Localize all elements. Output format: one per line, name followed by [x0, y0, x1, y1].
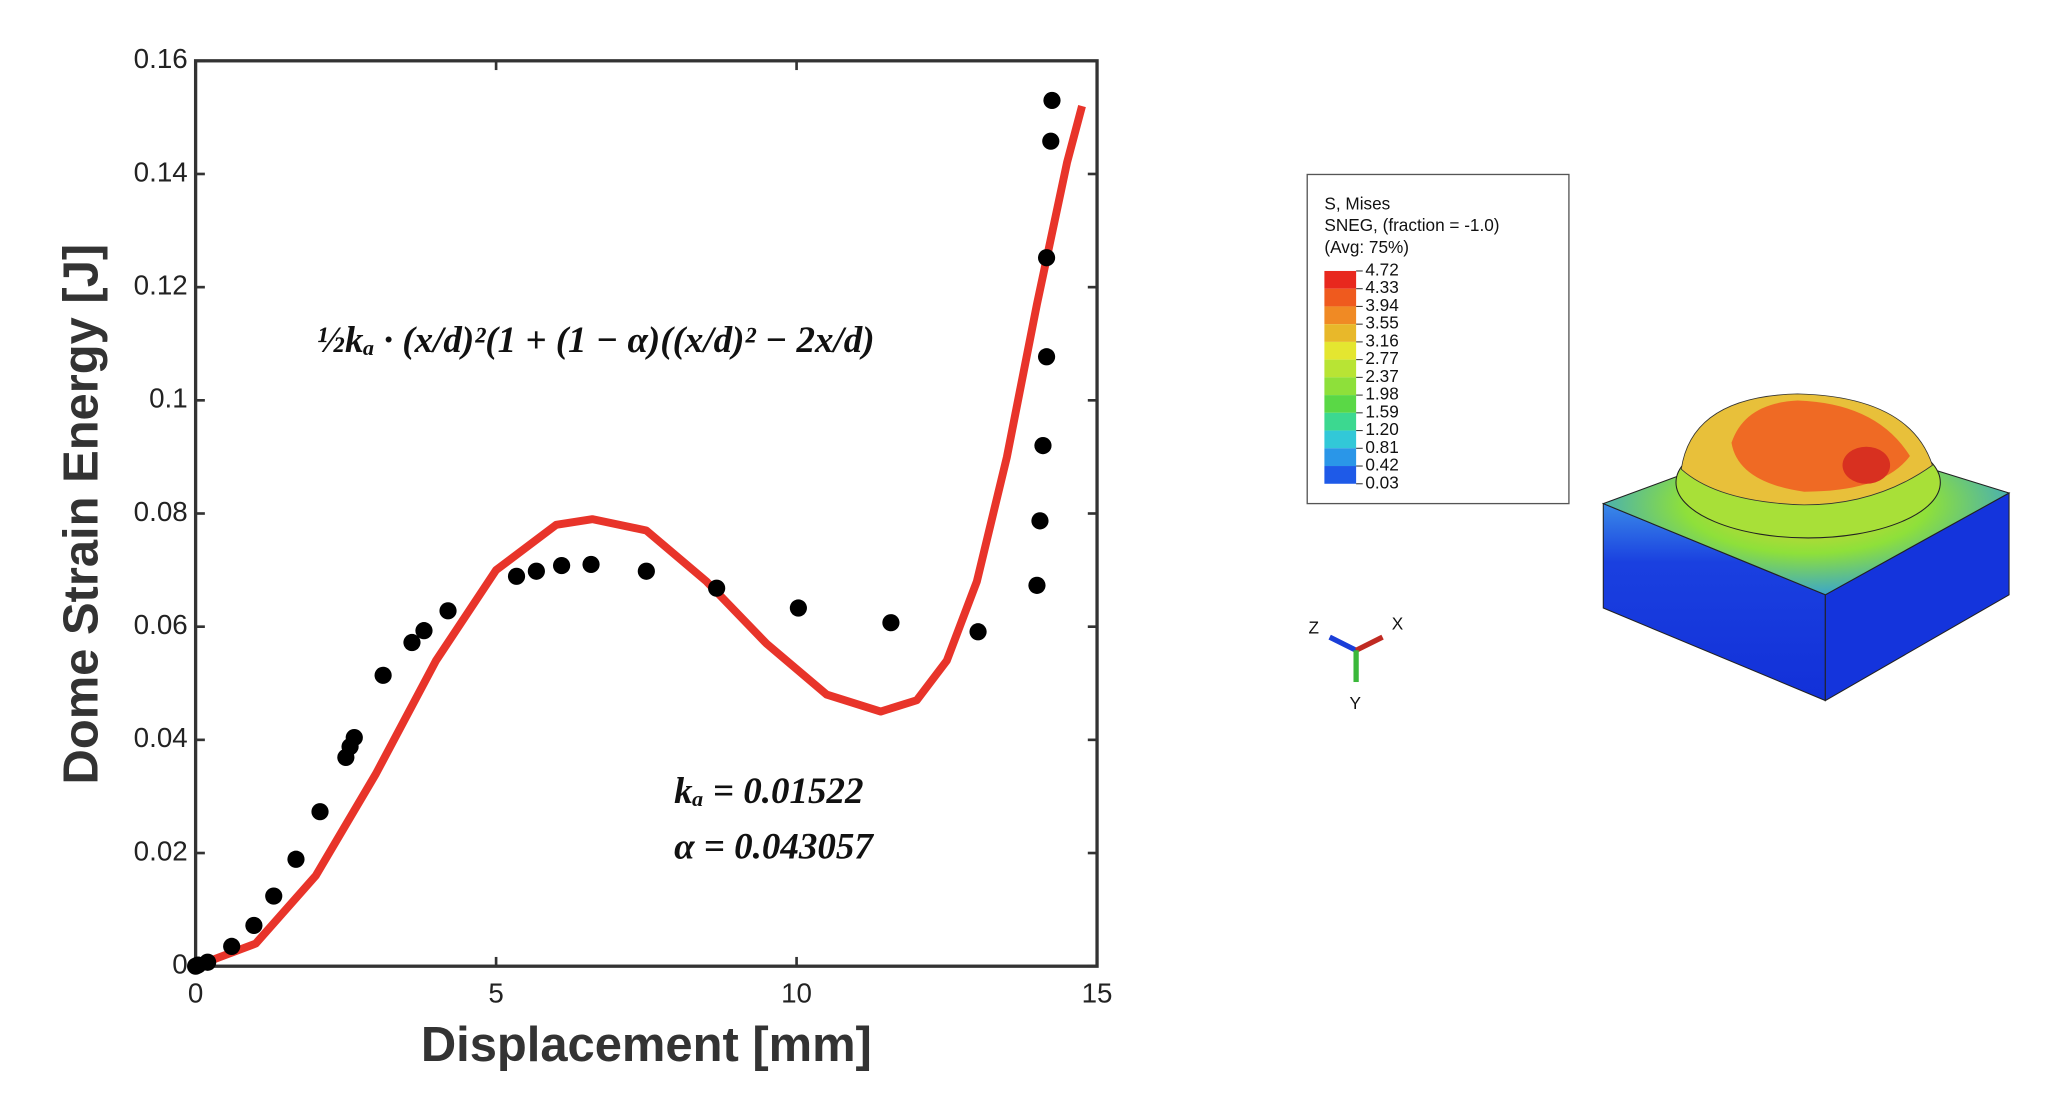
- legend-swatch: [1324, 306, 1357, 325]
- y-tick-label: 0.02: [134, 835, 188, 866]
- data-point: [287, 850, 305, 868]
- legend-title: SNEG, (fraction = -1.0): [1324, 215, 1499, 235]
- legend-swatch: [1324, 288, 1357, 307]
- kb-value: kₐ = 0.01522: [674, 771, 863, 812]
- x-axis-label: Displacement [mm]: [421, 1018, 872, 1072]
- data-point: [1031, 512, 1049, 530]
- data-point: [374, 666, 392, 684]
- data-point: [789, 599, 807, 617]
- data-point: [403, 633, 421, 652]
- legend-label: 3.55: [1365, 313, 1398, 333]
- data-point: [527, 562, 545, 580]
- data-point: [1037, 249, 1056, 267]
- y-tick-label: 0.12: [134, 269, 188, 300]
- data-point: [1028, 576, 1046, 594]
- legend-swatch: [1324, 359, 1357, 378]
- legend-swatch: [1324, 448, 1357, 467]
- legend-label: 2.37: [1365, 366, 1398, 386]
- legend-label: 3.94: [1365, 295, 1399, 315]
- data-point: [1043, 91, 1061, 110]
- legend-swatch: [1324, 270, 1357, 289]
- y-tick-label: 0.16: [134, 43, 188, 74]
- y-axis-label: Dome Strain Energy [J]: [55, 244, 109, 785]
- legend-title: S, Mises: [1324, 193, 1390, 213]
- legend-title: (Avg: 75%): [1324, 237, 1409, 257]
- data-point: [582, 555, 600, 574]
- x-tick-label: 5: [488, 978, 503, 1009]
- formula: ½kₐ · (x/d)²(1 + (1 − α)((x/d)² − 2x/d): [317, 320, 874, 361]
- triad-label: Y: [1350, 693, 1362, 713]
- data-point: [199, 953, 217, 971]
- legend-label: 4.33: [1365, 277, 1398, 297]
- data-point: [415, 622, 433, 640]
- data-point: [439, 602, 457, 620]
- y-tick-label: 0: [172, 949, 187, 980]
- x-tick-label: 10: [781, 978, 812, 1009]
- data-point: [223, 937, 241, 955]
- data-point: [311, 803, 329, 821]
- legend-label: 1.20: [1365, 419, 1398, 439]
- data-point: [1034, 437, 1052, 455]
- triad-label: Z: [1309, 618, 1320, 638]
- data-point: [637, 562, 655, 580]
- data-point: [245, 916, 263, 935]
- plot-frame: [193, 59, 1099, 968]
- triad-label: X: [1392, 614, 1404, 634]
- x-tick-label: 15: [1082, 978, 1113, 1009]
- data-point: [969, 623, 987, 641]
- triad: Z X Y: [1309, 614, 1404, 713]
- data-point: [507, 567, 526, 585]
- y-tick-label: 0.14: [134, 156, 188, 187]
- legend-label: 0.81: [1365, 437, 1398, 457]
- legend-label: 4.72: [1365, 259, 1398, 279]
- y-tick-label: 0.1: [149, 383, 188, 414]
- x-tick-label: 0: [188, 978, 203, 1009]
- alpha-value: α = 0.043057: [674, 826, 874, 867]
- data-point: [708, 579, 726, 597]
- fit-line: [194, 105, 1086, 970]
- legend-label: 3.16: [1365, 330, 1398, 350]
- y-tick-label: 0.08: [134, 496, 188, 527]
- legend-swatch: [1324, 341, 1357, 360]
- legend-swatch: [1324, 430, 1357, 449]
- y-tick-label: 0.04: [134, 722, 188, 753]
- y-tick-label: 0.06: [134, 609, 188, 640]
- legend-swatch: [1324, 395, 1357, 413]
- legend-swatch: [1324, 377, 1357, 396]
- data-point: [1037, 348, 1056, 366]
- legend-swatch: [1324, 412, 1357, 431]
- data-point: [1042, 132, 1060, 150]
- legend-swatch: [1324, 466, 1357, 484]
- legend-label: 1.98: [1365, 384, 1398, 404]
- legend-label: 2.77: [1365, 348, 1398, 368]
- legend-label: 0.03: [1365, 472, 1398, 492]
- data-point: [882, 614, 900, 632]
- fem-model: [1601, 393, 2011, 702]
- data-point: [265, 887, 283, 905]
- legend-label: 1.59: [1365, 401, 1398, 421]
- data-point: [553, 556, 571, 575]
- legend-swatch: [1324, 324, 1357, 342]
- legend-label: 0.42: [1365, 455, 1398, 475]
- data-point: [345, 728, 363, 747]
